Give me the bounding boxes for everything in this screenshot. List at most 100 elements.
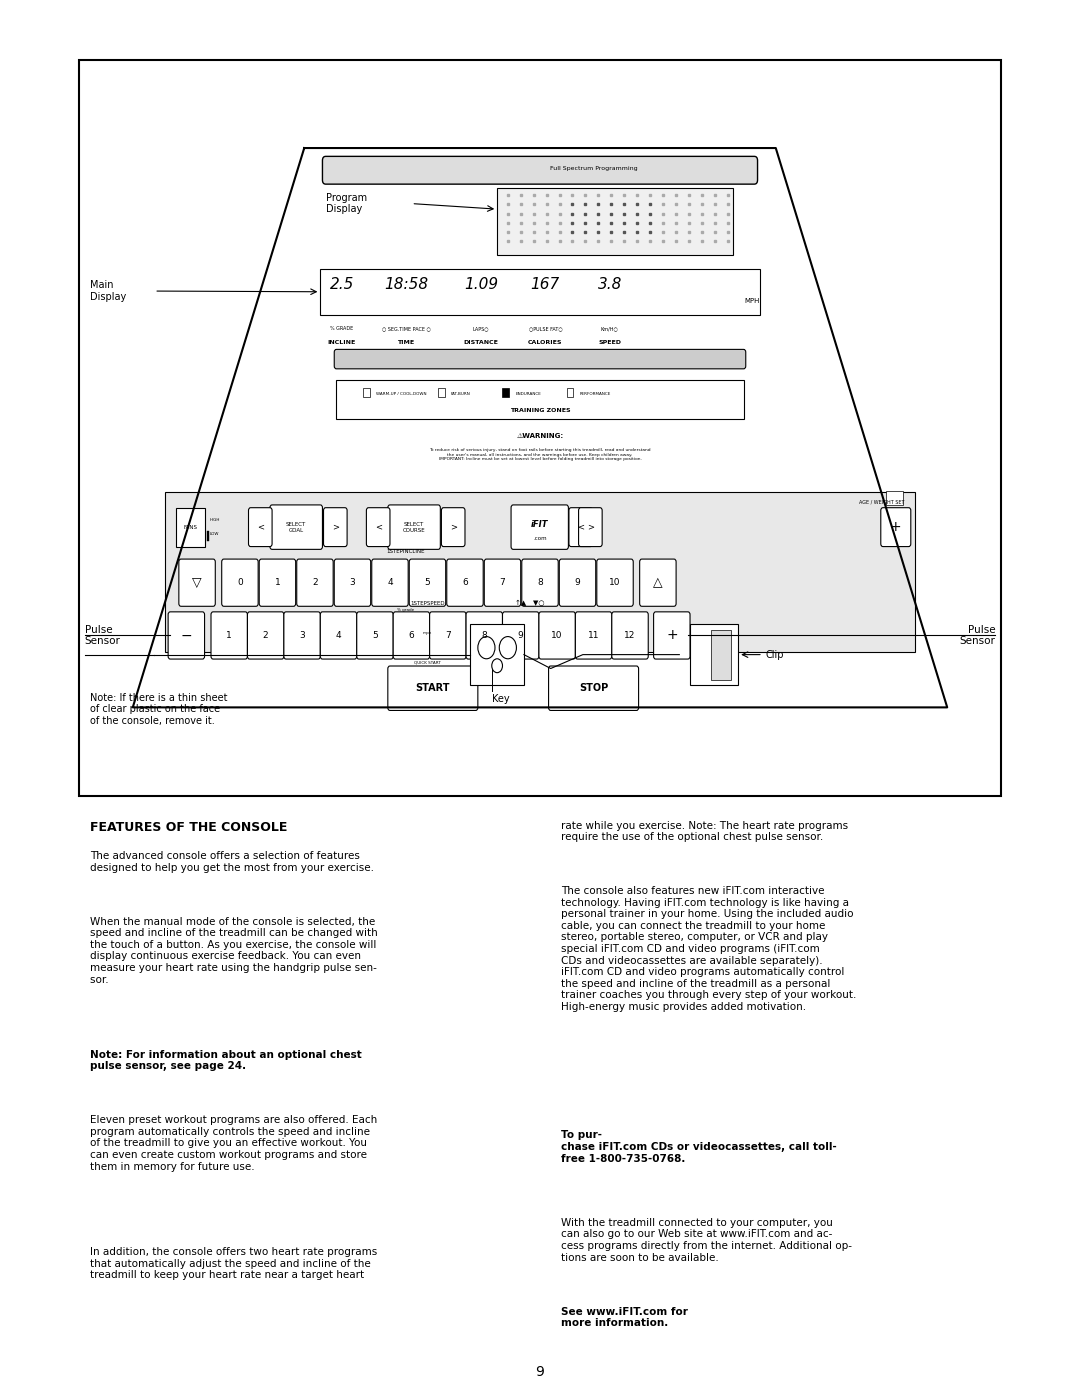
Text: 3.8: 3.8 (597, 278, 622, 292)
Text: 7: 7 (500, 578, 505, 587)
FancyBboxPatch shape (248, 507, 272, 546)
Text: FEATURES OF THE CONSOLE: FEATURES OF THE CONSOLE (90, 820, 287, 834)
Text: 7: 7 (445, 631, 450, 640)
Bar (79, 60, 1001, 796)
Text: <: < (257, 522, 264, 532)
Bar (207, 531, 210, 541)
Bar (176, 507, 204, 546)
FancyBboxPatch shape (372, 559, 408, 606)
Circle shape (491, 659, 502, 673)
FancyBboxPatch shape (502, 612, 539, 659)
FancyBboxPatch shape (484, 559, 521, 606)
FancyBboxPatch shape (247, 612, 284, 659)
Text: >: > (449, 522, 457, 532)
Text: 5: 5 (424, 578, 430, 587)
FancyBboxPatch shape (430, 612, 467, 659)
Text: TIME: TIME (397, 339, 415, 345)
Bar (336, 380, 744, 419)
Text: FANS: FANS (184, 525, 198, 529)
Bar (438, 388, 445, 397)
Text: 12: 12 (624, 631, 636, 640)
Text: 3: 3 (299, 631, 305, 640)
Text: 9: 9 (517, 631, 524, 640)
Text: 8: 8 (482, 631, 487, 640)
Text: >: > (586, 522, 594, 532)
FancyBboxPatch shape (221, 559, 258, 606)
Text: SPEED: SPEED (598, 339, 621, 345)
Bar (690, 624, 739, 685)
Bar (321, 268, 759, 314)
Text: 9: 9 (575, 578, 580, 587)
Text: % GRADE: % GRADE (330, 326, 353, 331)
Bar (497, 189, 733, 256)
Text: Clip: Clip (765, 650, 784, 659)
Text: STOP: STOP (579, 683, 608, 693)
Text: 1.09: 1.09 (464, 278, 498, 292)
Bar (567, 388, 573, 397)
Text: 10: 10 (552, 631, 563, 640)
Text: 2: 2 (312, 578, 318, 587)
Text: mph: mph (422, 630, 432, 634)
Text: Eleven preset workout programs are also offered. Each
program automatically cont: Eleven preset workout programs are also … (90, 1115, 377, 1172)
Text: △: △ (653, 576, 663, 590)
FancyBboxPatch shape (168, 612, 204, 659)
FancyBboxPatch shape (442, 507, 465, 546)
FancyBboxPatch shape (324, 507, 347, 546)
Text: 1STEPSPEED: 1STEPSPEED (410, 601, 445, 606)
Bar (887, 490, 903, 504)
FancyBboxPatch shape (297, 559, 333, 606)
FancyBboxPatch shape (388, 666, 477, 711)
FancyBboxPatch shape (569, 507, 593, 546)
Text: See www.iFIT.com for
more information.: See www.iFIT.com for more information. (562, 1306, 688, 1329)
Text: To pur-
chase iFIT.com CDs or videocassettes, call toll-
free 1-800-735-0768.: To pur- chase iFIT.com CDs or videocasse… (562, 1130, 837, 1164)
FancyBboxPatch shape (334, 559, 370, 606)
FancyBboxPatch shape (409, 559, 446, 606)
Text: Program
Display: Program Display (326, 193, 367, 214)
Text: DISTANCE: DISTANCE (463, 339, 499, 345)
FancyBboxPatch shape (539, 612, 576, 659)
Text: Km/H○: Km/H○ (600, 326, 619, 331)
Text: When the manual mode of the console is selected, the
speed and incline of the tr: When the manual mode of the console is s… (90, 916, 378, 985)
Text: 1: 1 (274, 578, 281, 587)
Text: LOW: LOW (210, 532, 219, 536)
Text: iFIT: iFIT (531, 520, 549, 529)
Bar (471, 624, 524, 685)
Text: SELECT
GOAL: SELECT GOAL (286, 521, 307, 532)
Text: HIGH: HIGH (210, 518, 219, 522)
FancyBboxPatch shape (284, 612, 321, 659)
Text: rate while you exercise. Note: The heart rate programs
require the use of the op: rate while you exercise. Note: The heart… (562, 820, 849, 842)
Text: 5: 5 (373, 631, 378, 640)
Text: 9: 9 (536, 1365, 544, 1379)
Text: The console also features new iFIT.com interactive
technology. Having iFIT.com t: The console also features new iFIT.com i… (562, 886, 856, 1011)
Text: .com: .com (532, 535, 546, 541)
Text: 2: 2 (262, 631, 269, 640)
FancyBboxPatch shape (447, 559, 483, 606)
Text: 3: 3 (350, 578, 355, 587)
FancyBboxPatch shape (321, 612, 356, 659)
FancyBboxPatch shape (559, 559, 596, 606)
Bar (165, 492, 915, 652)
Circle shape (477, 637, 495, 659)
Text: ⚠WARNING:: ⚠WARNING: (516, 433, 564, 439)
Text: INCLINE: INCLINE (327, 339, 356, 345)
Text: Main
Display: Main Display (90, 281, 126, 302)
FancyBboxPatch shape (179, 559, 215, 606)
Text: Pulse
Sensor: Pulse Sensor (960, 624, 996, 647)
Text: Key: Key (491, 693, 510, 704)
Text: 1STEPINCLINE: 1STEPINCLINE (387, 549, 426, 553)
FancyBboxPatch shape (881, 507, 910, 546)
Text: 2.5: 2.5 (329, 278, 354, 292)
Text: SELECT
COURSE: SELECT COURSE (403, 521, 426, 532)
Text: 8: 8 (537, 578, 543, 587)
Text: 1: 1 (227, 631, 232, 640)
FancyBboxPatch shape (611, 612, 648, 659)
Text: ↑▲   ▼○: ↑▲ ▼○ (514, 601, 544, 606)
FancyBboxPatch shape (323, 156, 757, 184)
Text: 18:58: 18:58 (384, 278, 428, 292)
FancyBboxPatch shape (579, 507, 603, 546)
FancyBboxPatch shape (467, 612, 502, 659)
Text: To reduce risk of serious injury, stand on foot rails before starting this tread: To reduce risk of serious injury, stand … (429, 448, 651, 461)
Text: % grade: % grade (397, 608, 415, 612)
Text: <: < (375, 522, 381, 532)
FancyBboxPatch shape (549, 666, 638, 711)
